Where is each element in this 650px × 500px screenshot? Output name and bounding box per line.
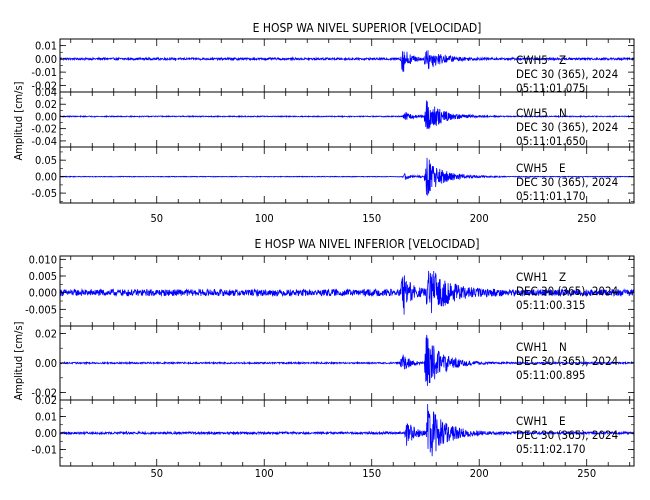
y-tick-label: -0.04 <box>31 135 57 148</box>
component-code: Z <box>559 270 566 284</box>
x-tick-label: 100 <box>255 212 274 225</box>
component-code: N <box>559 340 567 354</box>
x-tick-label: 250 <box>577 212 596 225</box>
waveform-trace <box>60 157 634 196</box>
component-code: Z <box>559 53 566 67</box>
waveform-trace <box>60 404 634 457</box>
figure-title: E HOSP WA NIVEL SUPERIOR [VELOCIDAD] <box>253 21 482 35</box>
station-code: CWH5 <box>516 161 548 175</box>
y-tick-label: 0.000 <box>29 287 57 300</box>
figure-group-superior: E HOSP WA NIVEL SUPERIOR [VELOCIDAD] -0.0… <box>12 21 635 225</box>
y-tick-label: 0.01 <box>35 40 57 53</box>
record-date: DEC 30 (365), 2024 <box>516 354 618 368</box>
record-date: DEC 30 (365), 2024 <box>516 67 618 81</box>
figure-title: E HOSP WA NIVEL INFERIOR [VELOCIDAD] <box>254 237 479 251</box>
y-tick-label: -0.01 <box>31 66 57 79</box>
waveform-trace <box>60 270 634 315</box>
y-axis-label: Amplitud [cm/s] <box>12 81 25 160</box>
record-time: 05:11:00.895 <box>516 368 586 382</box>
record-date: DEC 30 (365), 2024 <box>516 428 618 442</box>
record-time: 05:11:00.315 <box>516 298 586 312</box>
x-tick-label: 100 <box>255 467 274 480</box>
x-tick-label: 200 <box>470 467 489 480</box>
x-tick-label: 50 <box>150 467 163 480</box>
record-time: 05:11:01.075 <box>516 81 586 95</box>
record-date: DEC 30 (365), 2024 <box>516 284 618 298</box>
y-tick-label: 0.00 <box>35 53 57 66</box>
y-tick-label: 0.010 <box>29 253 57 266</box>
y-tick-label: 0.02 <box>35 327 57 340</box>
x-tick-label: 250 <box>577 467 596 480</box>
y-tick-label: 0.02 <box>35 394 57 407</box>
y-tick-label: 0.005 <box>29 270 57 283</box>
component-code: N <box>559 106 567 120</box>
x-tick-label: 150 <box>362 467 381 480</box>
record-time: 05:11:01.170 <box>516 189 586 203</box>
y-tick-label: -0.02 <box>31 79 57 92</box>
y-tick-label: 0.01 <box>35 411 57 424</box>
y-tick-label: -0.02 <box>31 123 57 136</box>
station-code: CWH1 <box>516 270 548 284</box>
y-tick-label: -0.05 <box>31 187 57 200</box>
y-tick-label: 0.00 <box>35 110 57 123</box>
station-code: CWH1 <box>516 340 548 354</box>
x-tick-label: 150 <box>362 212 381 225</box>
y-axis-label: Amplitud [cm/s] <box>12 321 25 400</box>
y-tick-label: -0.01 <box>31 444 57 457</box>
station-code: CWH5 <box>516 53 548 67</box>
x-tick-label: 50 <box>150 212 163 225</box>
record-date: DEC 30 (365), 2024 <box>516 175 618 189</box>
y-tick-label: 0.00 <box>35 427 57 440</box>
component-code: E <box>559 161 566 175</box>
plot-frame <box>59 146 635 204</box>
waveform-trace <box>60 50 634 72</box>
waveform-trace <box>60 334 634 387</box>
y-tick-label: 0.00 <box>35 357 57 370</box>
station-code: CWH1 <box>516 414 548 428</box>
x-tick-label: 200 <box>470 212 489 225</box>
y-tick-label: 0.02 <box>35 98 57 111</box>
record-time: 05:11:01.650 <box>516 134 586 148</box>
y-tick-label: 0.04 <box>35 86 57 99</box>
y-tick-label: 0.05 <box>35 154 57 167</box>
station-code: CWH5 <box>516 106 548 120</box>
record-time: 05:11:02.170 <box>516 442 586 456</box>
y-tick-label: -0.02 <box>31 387 57 400</box>
waveform-trace <box>60 100 634 130</box>
figure-group-inferior: E HOSP WA NIVEL INFERIOR [VELOCIDAD] -0.0… <box>12 237 635 480</box>
y-tick-label: 0.00 <box>35 171 57 184</box>
record-date: DEC 30 (365), 2024 <box>516 120 618 134</box>
y-tick-label: -0.005 <box>25 303 57 316</box>
component-code: E <box>559 414 566 428</box>
